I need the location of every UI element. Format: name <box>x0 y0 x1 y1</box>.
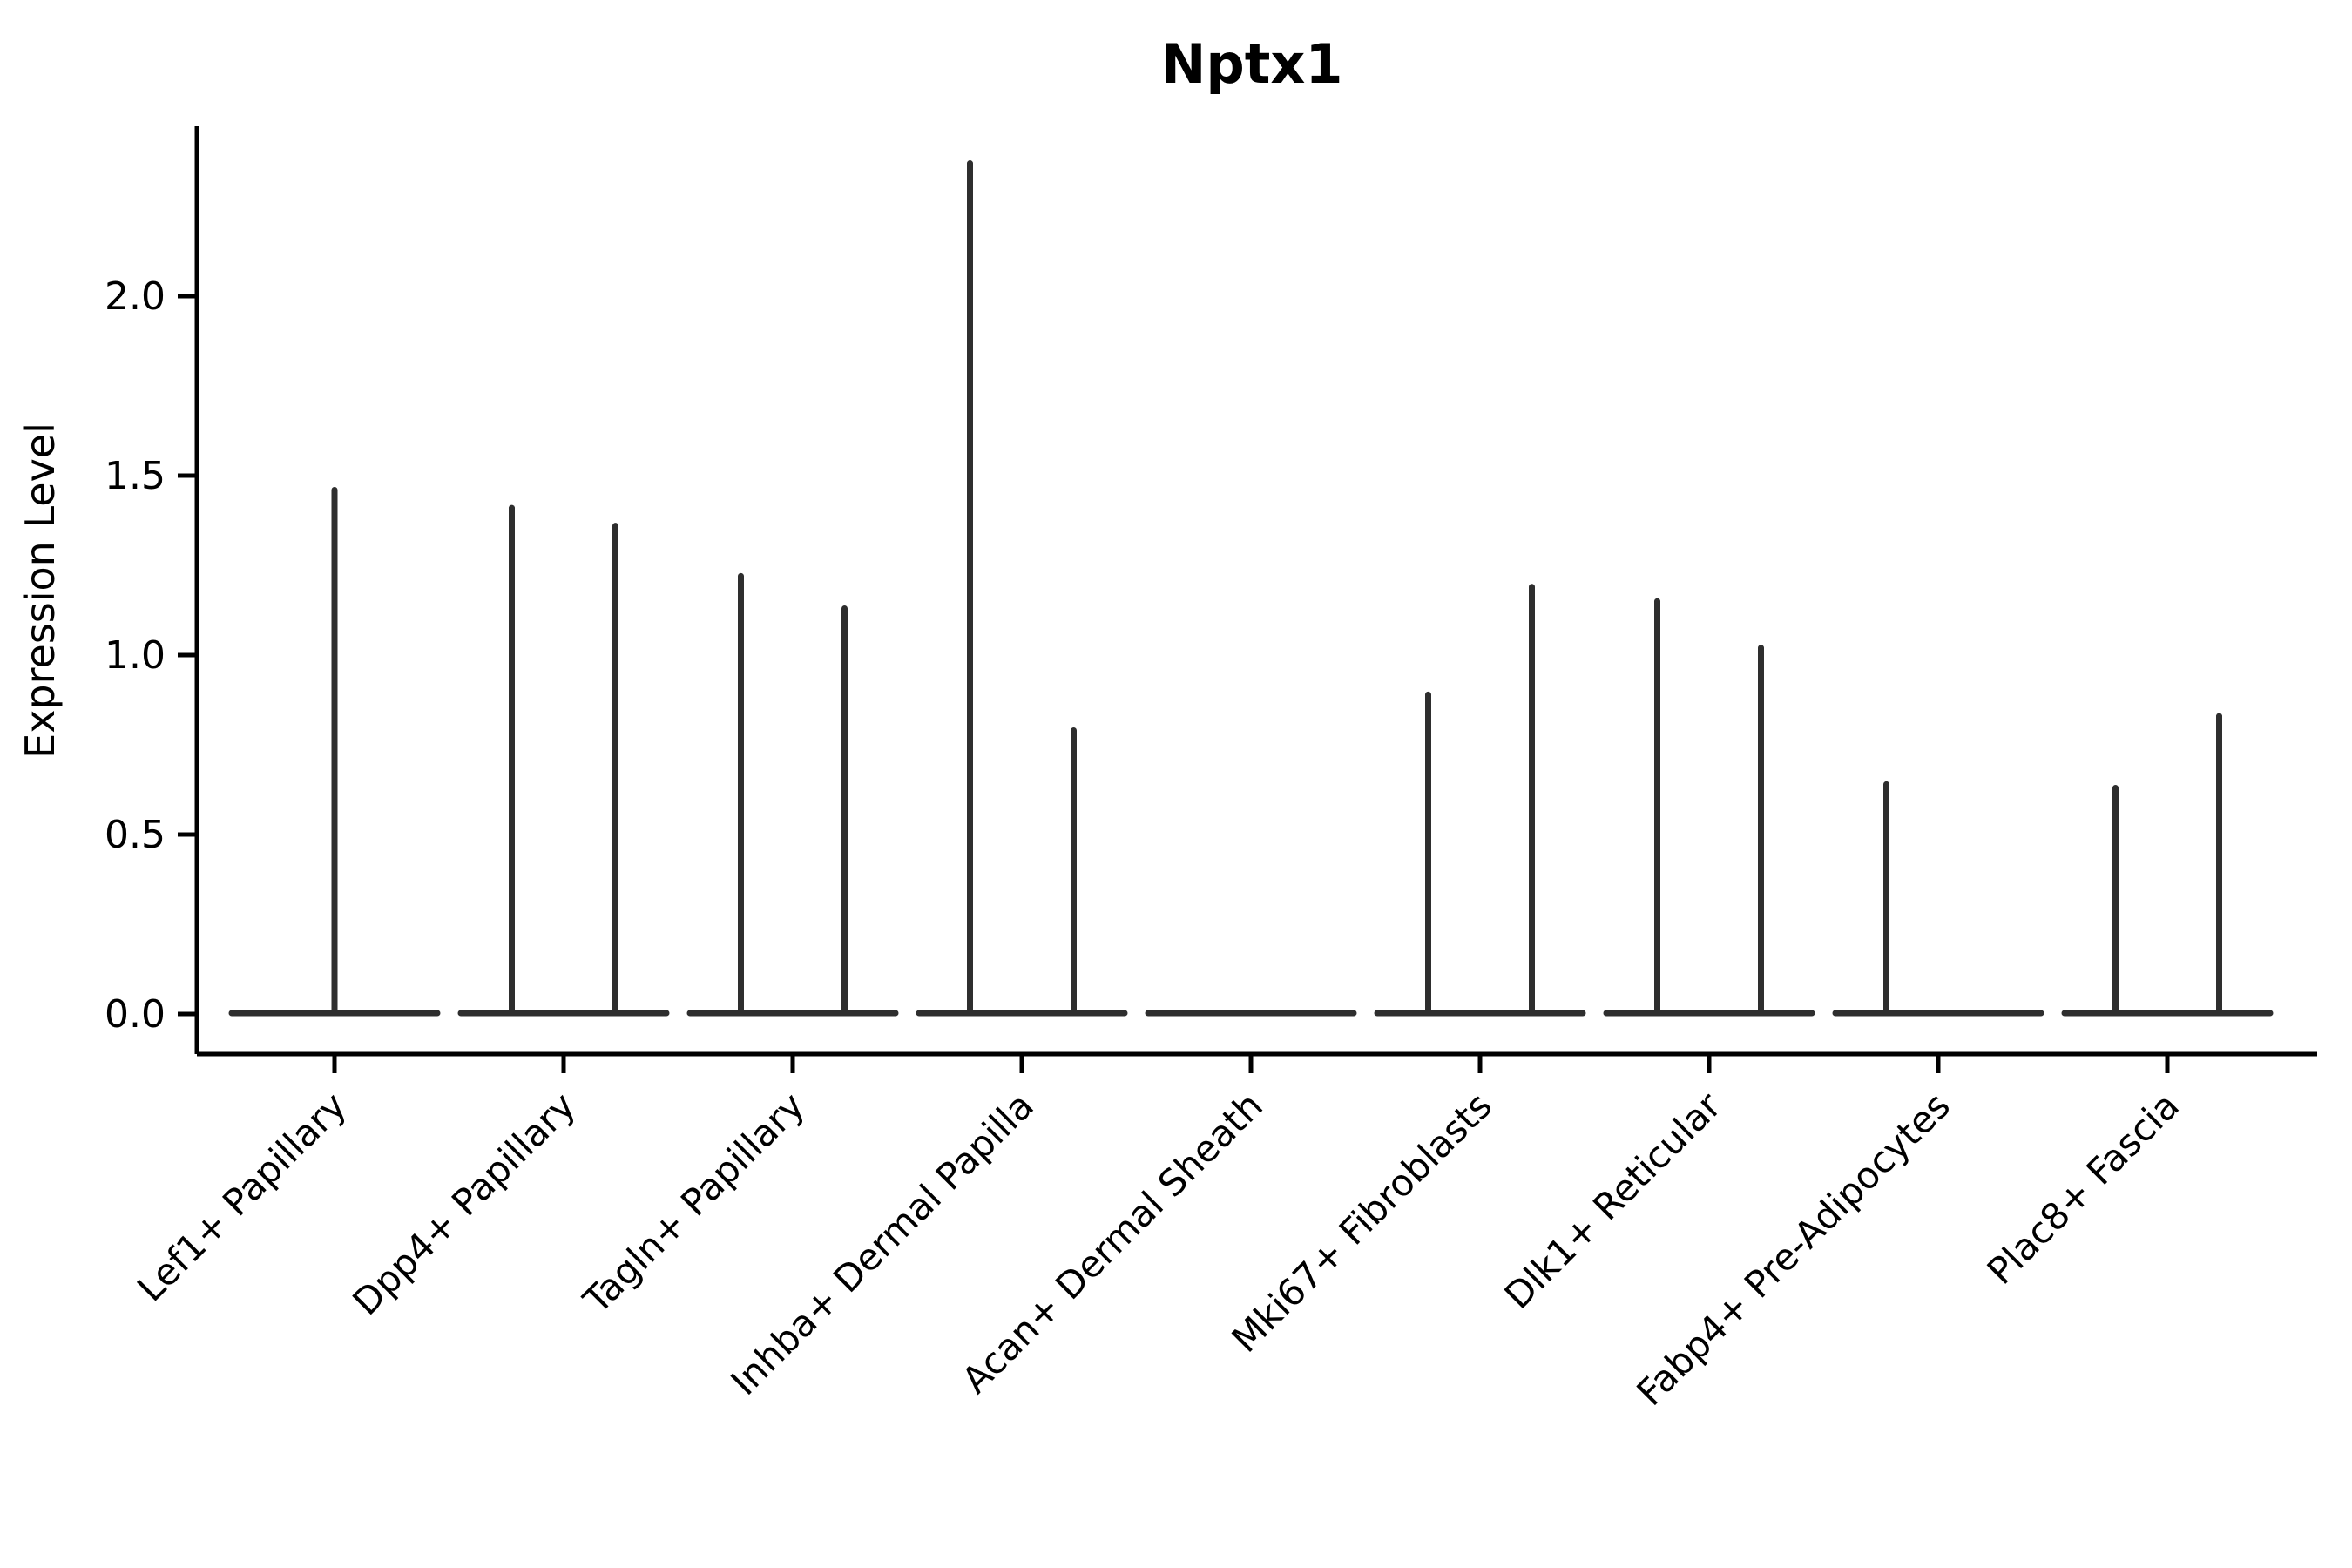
y-tick-label: 2.0 <box>105 274 166 319</box>
y-axis-label: Expression Level <box>17 422 64 759</box>
y-tick-label: 0.0 <box>105 992 166 1037</box>
x-tick-label: Dlk1+ Reticular <box>1497 1084 1730 1317</box>
x-tick-label: Mki67+ Fibroblasts <box>1224 1084 1500 1360</box>
y-tick-label: 1.0 <box>105 633 166 678</box>
x-tick-label: Tagln+ Papillary <box>575 1084 813 1321</box>
y-tick-label: 0.5 <box>105 813 166 857</box>
x-tick-label: Lef1+ Papillary <box>129 1084 355 1309</box>
x-tick-label: Dpp4+ Papillary <box>344 1084 584 1323</box>
x-tick-label: Plac8+ Fascia <box>1979 1084 2187 1292</box>
y-tick-label: 1.5 <box>105 454 166 498</box>
chart-title: Nptx1 <box>1160 32 1342 96</box>
